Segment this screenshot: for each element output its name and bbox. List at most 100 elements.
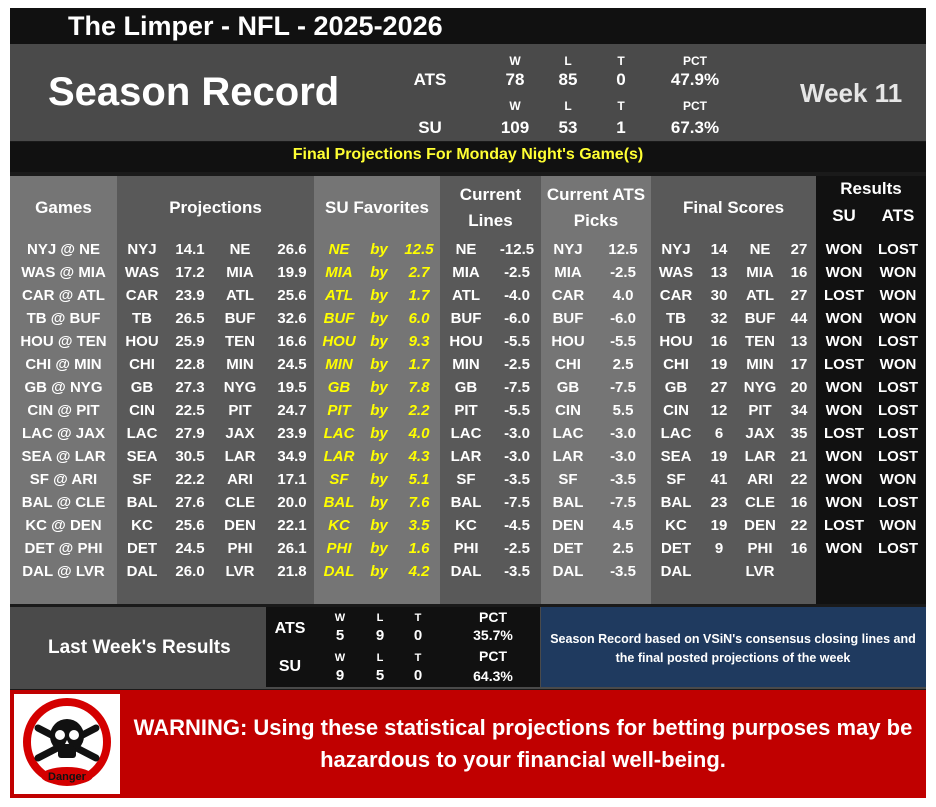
cell-s2: 26.1 bbox=[277, 540, 307, 557]
page-title: The Limper - NFL - 2025-2026 bbox=[68, 11, 443, 41]
cell-p1: SEA bbox=[126, 448, 158, 465]
cell-p1: NYJ bbox=[127, 241, 157, 258]
cell-s1: 22.8 bbox=[175, 356, 205, 373]
cell-su: LOST bbox=[824, 425, 864, 442]
su-losses: 53 bbox=[558, 118, 578, 137]
current-ats-column-bg bbox=[541, 176, 651, 604]
cell-p2: PHI bbox=[227, 540, 253, 557]
by-label: by bbox=[370, 494, 388, 511]
cell-su: LOST bbox=[824, 517, 864, 534]
cell-av: 4.5 bbox=[612, 517, 634, 534]
cell-fav: PHI bbox=[326, 540, 352, 557]
cell-game: DET @ PHI bbox=[24, 540, 103, 557]
cell-fs1: 19 bbox=[710, 356, 728, 373]
cell-fs1: 41 bbox=[710, 471, 728, 488]
season-record-panel bbox=[10, 44, 926, 141]
cell-game: LAC @ JAX bbox=[22, 425, 105, 442]
cell-s2: 21.8 bbox=[277, 563, 307, 580]
cell-p1: KC bbox=[131, 517, 153, 534]
cell-fav: LAC bbox=[323, 425, 355, 442]
cell-fs2: 44 bbox=[790, 310, 808, 327]
cell-s2: 24.5 bbox=[277, 356, 307, 373]
cell-at: LAC bbox=[552, 425, 584, 442]
cell-s1: 27.6 bbox=[175, 494, 205, 511]
cell-s1: 30.5 bbox=[175, 448, 205, 465]
cell-at: CAR bbox=[551, 287, 585, 304]
last-ats-ties: 0 bbox=[413, 627, 423, 644]
header-current-ats-1: Current ATS bbox=[546, 185, 646, 204]
cell-game: CAR @ ATL bbox=[22, 287, 105, 304]
cell-fs2: 27 bbox=[790, 287, 808, 304]
cell-f1: BAL bbox=[660, 494, 692, 511]
cell-s2: 26.6 bbox=[277, 241, 307, 258]
cell-margin: 12.5 bbox=[404, 241, 434, 258]
title-bar bbox=[10, 8, 926, 44]
cell-ats: WON bbox=[879, 287, 917, 304]
cell-game: WAS @ MIA bbox=[21, 264, 106, 281]
cell-fs2: 13 bbox=[790, 333, 808, 350]
last-ats-l-header: L bbox=[376, 612, 384, 624]
cell-fs2: 21 bbox=[790, 448, 808, 465]
cell-f2: LVR bbox=[745, 563, 775, 580]
cell-f2: TEN bbox=[745, 333, 775, 350]
cell-at: LAR bbox=[552, 448, 584, 465]
cell-su: WON bbox=[825, 241, 863, 258]
cell-fav: BUF bbox=[323, 310, 355, 327]
by-label: by bbox=[370, 241, 388, 258]
cell-p2: LAR bbox=[224, 448, 256, 465]
danger-label: Danger bbox=[48, 771, 87, 783]
cell-lt: NE bbox=[455, 241, 477, 258]
cell-su: WON bbox=[825, 310, 863, 327]
ats-label: ATS bbox=[413, 70, 447, 89]
ats-losses: 85 bbox=[558, 70, 578, 89]
cell-s1: 25.6 bbox=[175, 517, 205, 534]
cell-p2: TEN bbox=[225, 333, 255, 350]
cell-f1: WAS bbox=[658, 264, 694, 281]
cell-ats: LOST bbox=[878, 448, 918, 465]
cell-margin: 3.5 bbox=[408, 517, 430, 534]
cell-margin: 5.1 bbox=[408, 471, 430, 488]
cell-fs1: 16 bbox=[710, 333, 728, 350]
cell-s2: 19.9 bbox=[277, 264, 307, 281]
header-results-ats: ATS bbox=[881, 206, 915, 225]
cell-lv: -7.5 bbox=[504, 494, 530, 511]
cell-fav: PIT bbox=[327, 402, 351, 419]
cell-game: GB @ NYG bbox=[24, 379, 103, 396]
cell-fav: BAL bbox=[323, 494, 355, 511]
cell-f1: SF bbox=[666, 471, 686, 488]
cell-av: -3.0 bbox=[610, 448, 636, 465]
cell-fav: DAL bbox=[323, 563, 355, 580]
by-label: by bbox=[370, 517, 388, 534]
header-current-lines-2: Lines bbox=[468, 211, 513, 230]
cell-p2: ARI bbox=[227, 471, 253, 488]
cell-lv: -2.5 bbox=[504, 264, 530, 281]
cell-p1: CAR bbox=[125, 287, 159, 304]
cell-f2: PHI bbox=[747, 540, 773, 557]
cell-lt: BAL bbox=[450, 494, 482, 511]
cell-fs1: 27 bbox=[710, 379, 728, 396]
cell-p1: DET bbox=[127, 540, 157, 557]
cell-f2: MIN bbox=[746, 356, 774, 373]
cell-lv: -7.5 bbox=[504, 379, 530, 396]
cell-f1: DET bbox=[661, 540, 691, 557]
last-su-l-header: L bbox=[376, 652, 384, 664]
cell-p2: CLE bbox=[225, 494, 255, 511]
cell-f2: ARI bbox=[747, 471, 773, 488]
cell-fs1: 9 bbox=[714, 540, 724, 557]
last-su-wins: 9 bbox=[335, 667, 345, 684]
cell-su: WON bbox=[825, 402, 863, 419]
su-pct-header: PCT bbox=[683, 99, 707, 113]
cell-fs1: 6 bbox=[714, 425, 724, 442]
cell-margin: 2.7 bbox=[408, 264, 430, 281]
cell-su: LOST bbox=[824, 287, 864, 304]
ats-ties: 0 bbox=[616, 70, 626, 89]
cell-at: DAL bbox=[552, 563, 584, 580]
cell-p2: PIT bbox=[228, 402, 252, 419]
cell-game: SF @ ARI bbox=[29, 471, 98, 488]
cell-at: BUF bbox=[552, 310, 584, 327]
cell-f1: TB bbox=[666, 310, 686, 327]
by-label: by bbox=[370, 264, 388, 281]
by-label: by bbox=[370, 425, 388, 442]
cell-ats: LOST bbox=[878, 494, 918, 511]
cell-lt: BUF bbox=[450, 310, 482, 327]
